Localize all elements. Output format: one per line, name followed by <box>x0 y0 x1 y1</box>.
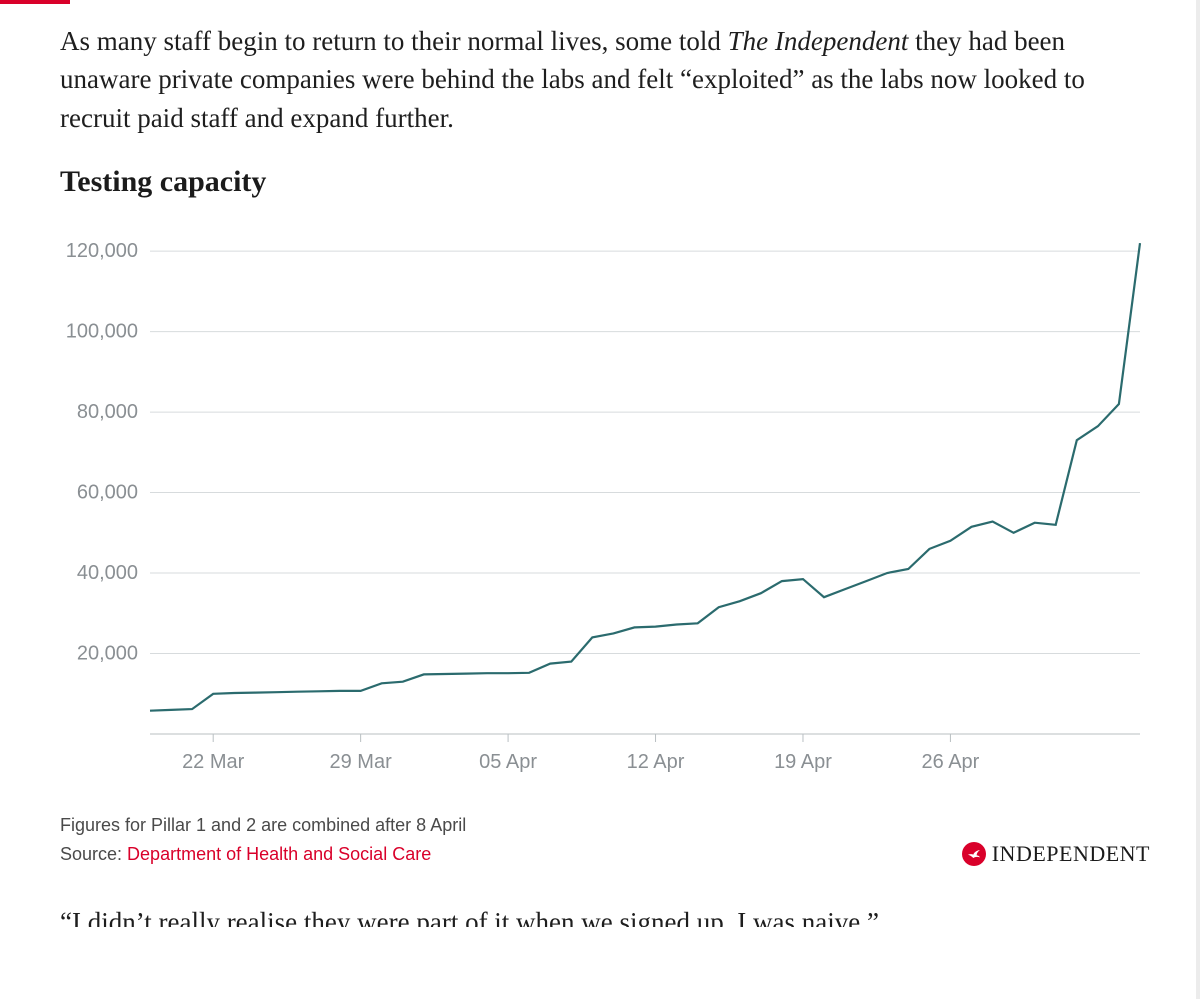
svg-text:29 Mar: 29 Mar <box>330 751 393 773</box>
source-link[interactable]: Department of Health and Social Care <box>127 844 431 864</box>
svg-text:12 Apr: 12 Apr <box>627 751 685 773</box>
svg-text:60,000: 60,000 <box>77 482 138 504</box>
chart-source: Source: Department of Health and Social … <box>60 844 431 865</box>
brand-wordmark: INDEPENDENT <box>992 841 1150 867</box>
article-paragraph: As many staff begin to return to their n… <box>60 22 1140 137</box>
publication-brand: INDEPENDENT <box>962 841 1150 867</box>
chart-title: Testing capacity <box>60 165 1150 199</box>
svg-text:120,000: 120,000 <box>66 240 138 262</box>
publication-name: The Independent <box>728 26 909 56</box>
svg-text:80,000: 80,000 <box>77 401 138 423</box>
source-label: Source: <box>60 844 127 864</box>
paragraph-pre: As many staff begin to return to their n… <box>60 26 728 56</box>
svg-text:05 Apr: 05 Apr <box>479 751 537 773</box>
cutoff-text: “I didn’t really realise they were part … <box>60 907 1140 927</box>
chart-svg: 20,000 40,000 60,000 80,000 100,000 120,000 22… <box>60 219 1150 789</box>
testing-capacity-chart: 20,000 40,000 60,000 80,000 100,000 120,000 22… <box>60 219 1150 789</box>
svg-text:40,000: 40,000 <box>77 562 138 584</box>
svg-text:100,000: 100,000 <box>66 321 138 343</box>
chart-footnotes: Figures for Pillar 1 and 2 are combined … <box>60 815 1150 869</box>
chart-note: Figures for Pillar 1 and 2 are combined … <box>60 815 1150 836</box>
svg-text:20,000: 20,000 <box>77 643 138 665</box>
eagle-icon <box>962 842 986 866</box>
svg-text:26 Apr: 26 Apr <box>922 751 980 773</box>
article-body: As many staff begin to return to their n… <box>0 22 1200 957</box>
svg-text:22 Mar: 22 Mar <box>182 751 245 773</box>
progress-accent <box>0 0 70 4</box>
svg-text:19 Apr: 19 Apr <box>774 751 832 773</box>
